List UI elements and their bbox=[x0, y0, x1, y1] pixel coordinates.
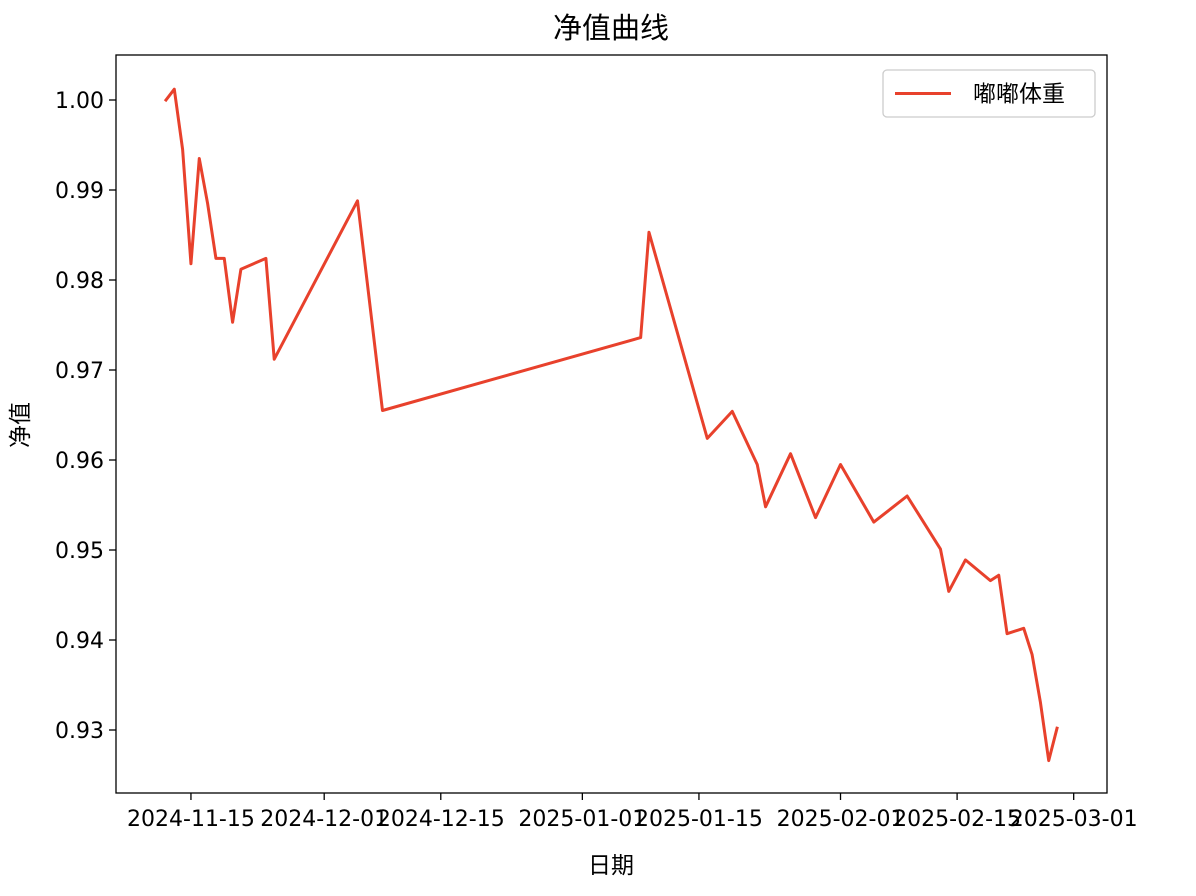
y-tick-label-2: 0.95 bbox=[55, 539, 104, 564]
y-tick-label-1: 0.94 bbox=[55, 629, 104, 654]
series-line-0 bbox=[163, 87, 1059, 763]
y-tick-label-3: 0.96 bbox=[55, 449, 104, 474]
legend-box bbox=[882, 69, 1096, 118]
x-tick-label-0: 2024-11-15 bbox=[127, 807, 255, 832]
y-tick-label-6: 0.99 bbox=[55, 179, 104, 204]
x-tick-label-4: 2025-01-15 bbox=[635, 807, 763, 832]
x-tick-label-1: 2024-12-01 bbox=[260, 807, 388, 832]
x-tick-label-7: 2025-03-01 bbox=[1010, 807, 1138, 832]
y-tick-label-4: 0.97 bbox=[55, 359, 104, 384]
chart-title: 净值曲线 bbox=[553, 11, 669, 45]
x-axis-label: 日期 bbox=[588, 853, 634, 879]
x-tick-label-3: 2025-01-01 bbox=[518, 807, 646, 832]
axes-frame bbox=[115, 54, 1108, 794]
legend-label-0: 嘟嘟体重 bbox=[973, 82, 1065, 108]
y-tick-label-5: 0.98 bbox=[55, 269, 104, 294]
x-tick-label-6: 2025-02-15 bbox=[893, 807, 1021, 832]
y-tick-label-7: 1.00 bbox=[55, 89, 104, 114]
y-tick-label-0: 0.93 bbox=[55, 719, 104, 744]
x-tick-label-5: 2025-02-01 bbox=[777, 807, 905, 832]
x-tick-label-2: 2024-12-15 bbox=[377, 807, 505, 832]
y-axis-label: 净值 bbox=[8, 402, 34, 448]
